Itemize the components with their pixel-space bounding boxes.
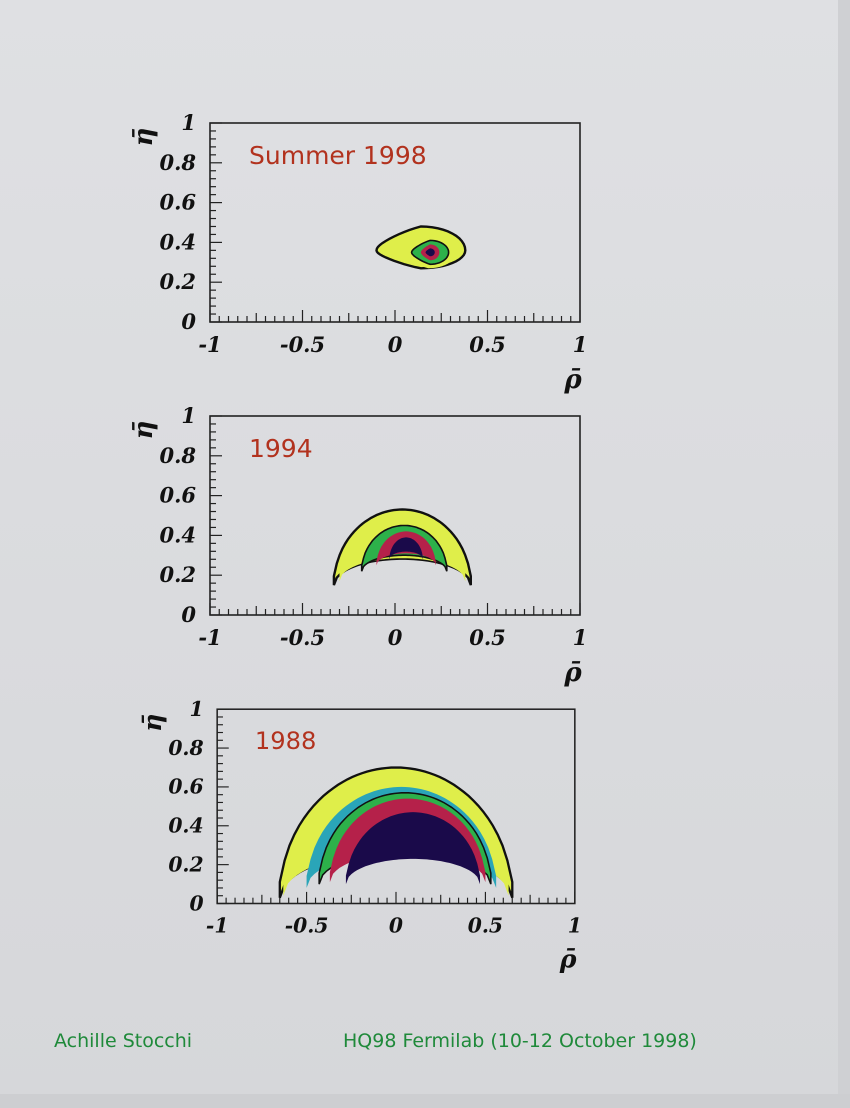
x-tick-label: 1: [573, 332, 588, 357]
panel-title: Summer 1998: [249, 141, 427, 170]
y-tick-label: 0: [181, 602, 196, 627]
y-tick-label: 1: [181, 110, 196, 135]
x-tick-label: -0.5: [280, 332, 325, 357]
scan-edge-right: [838, 0, 850, 1108]
y-tick-label: 0.4: [159, 522, 196, 547]
footer-author: Achille Stocchi: [54, 1030, 193, 1052]
y-tick-label: 0.6: [168, 775, 203, 799]
y-axis-label: η̄: [137, 714, 167, 732]
x-axis-label: ρ̄: [563, 658, 582, 688]
panel-title: 1994: [249, 434, 313, 463]
y-tick-label: 0.4: [168, 814, 203, 838]
contour-core: [425, 248, 435, 257]
y-tick-label: 0.6: [159, 190, 196, 215]
x-tick-label: 0: [388, 332, 403, 357]
x-axis-label: ρ̄: [563, 365, 582, 395]
y-tick-label: 0: [190, 891, 204, 915]
y-tick-label: 0.4: [159, 229, 196, 254]
x-tick-label: 0: [388, 625, 403, 650]
x-tick-label: 0.5: [469, 625, 506, 650]
y-axis-label: η̄: [129, 421, 159, 440]
y-tick-label: 0.2: [159, 562, 196, 587]
x-tick-label: -1: [206, 914, 229, 938]
y-tick-label: 0.8: [159, 443, 196, 468]
contour-core: [345, 812, 481, 885]
x-tick-label: 0.5: [469, 332, 506, 357]
y-tick-label: 0: [181, 309, 196, 334]
y-tick-label: 1: [181, 403, 196, 428]
contour-core: [389, 537, 423, 560]
x-tick-label: -0.5: [285, 914, 329, 938]
x-tick-label: 1: [568, 914, 582, 938]
footer-conference: HQ98 Fermilab (10-12 October 1998): [343, 1030, 697, 1052]
x-tick-label: 1: [573, 625, 588, 650]
y-tick-label: 0.2: [168, 852, 203, 876]
y-tick-label: 0.8: [159, 150, 196, 175]
x-tick-label: -1: [198, 625, 221, 650]
chart-panel-1988: -1 -0.5 0 0.5 1 0 0.2 0.4 0.6 0.8 1 ρ̄ η̄ 1988: [137, 697, 582, 973]
chart-panel-summer-1998: -1 -0.5 0 0.5 1 0 0.2 0.4 0.6 0.8 1 ρ̄ η̄ Summer 1998: [129, 110, 588, 395]
scan-edge-bottom: [0, 1094, 850, 1108]
x-tick-label: 0.5: [468, 914, 503, 938]
x-tick-label: -1: [198, 332, 221, 357]
y-tick-label: 0.2: [159, 269, 196, 294]
y-tick-label: 1: [190, 697, 204, 721]
y-axis-label: η̄: [129, 128, 159, 147]
panel-title: 1988: [255, 727, 316, 755]
y-tick-label: 0.6: [159, 483, 196, 508]
x-tick-label: 0: [389, 914, 403, 938]
y-tick-label: 0.8: [168, 736, 203, 760]
x-tick-label: -0.5: [280, 625, 325, 650]
chart-panel-1994: -1 -0.5 0 0.5 1 0 0.2 0.4 0.6 0.8 1 ρ̄ η̄ 1994: [129, 403, 588, 688]
x-axis-label: ρ̄: [559, 943, 577, 973]
